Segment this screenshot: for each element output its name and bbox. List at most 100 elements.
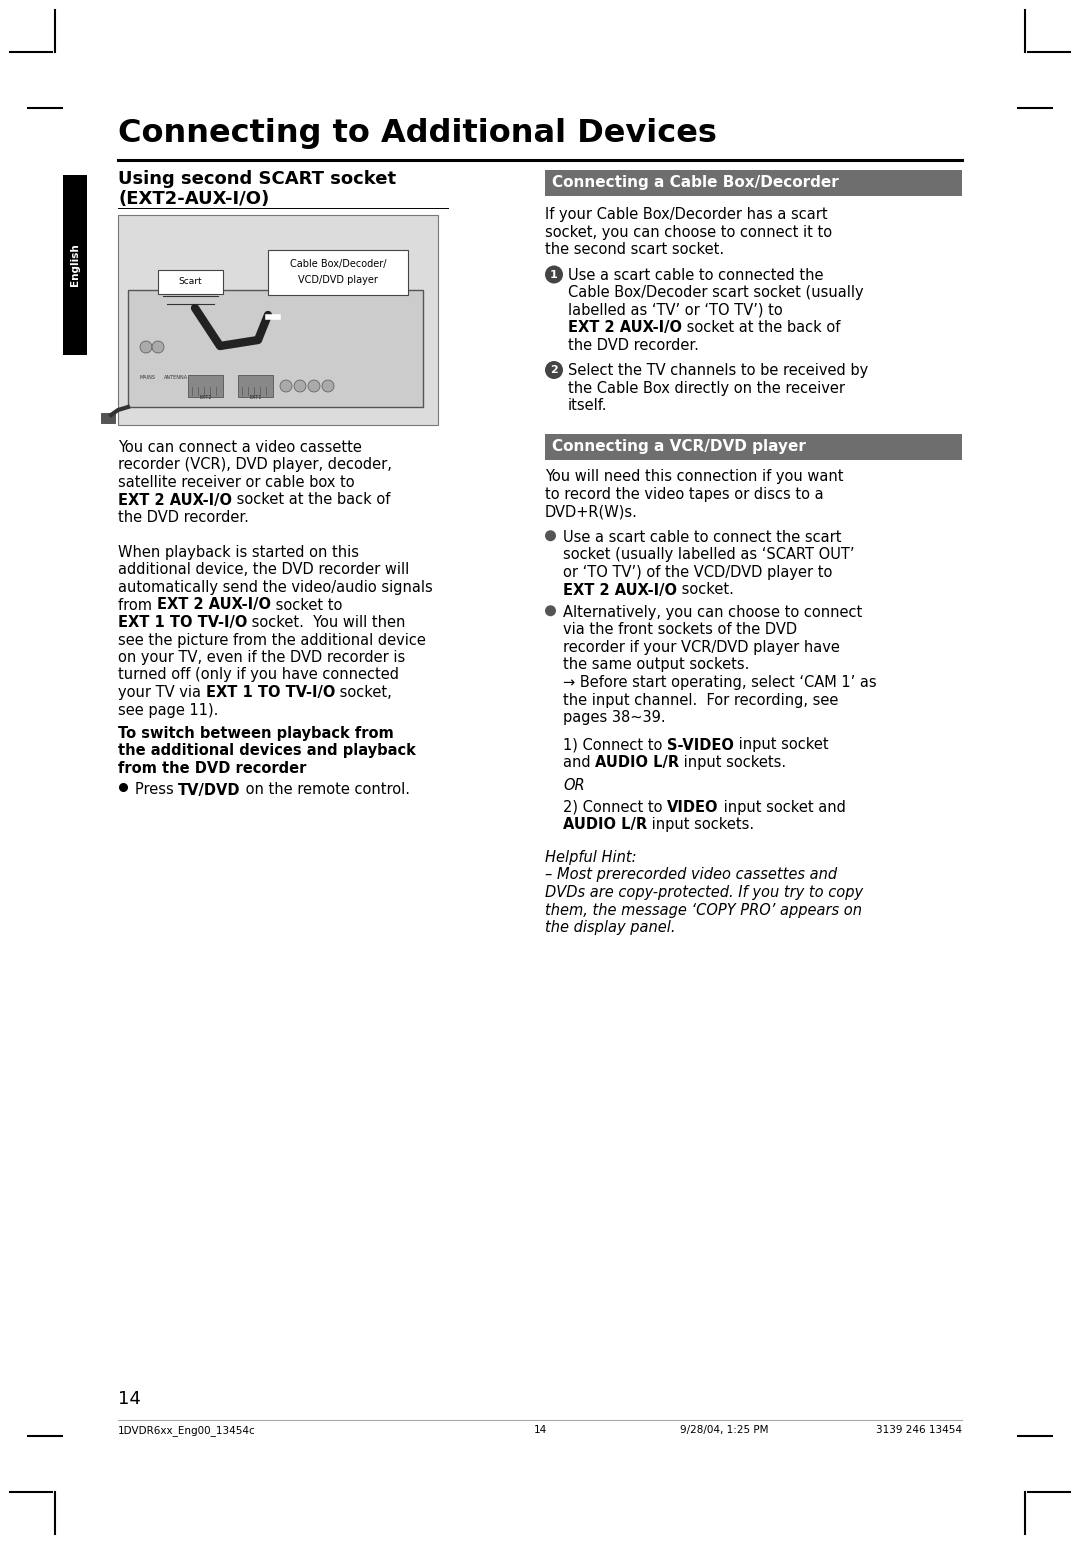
- Text: Using second SCART socket: Using second SCART socket: [118, 170, 396, 188]
- Text: see page 11).: see page 11).: [118, 703, 218, 718]
- Text: MAINS: MAINS: [140, 375, 156, 380]
- Text: – Most prerecorded video cassettes and: – Most prerecorded video cassettes and: [545, 868, 837, 883]
- Text: Scart: Scart: [178, 278, 202, 287]
- Text: EXT 2 AUX-I/O: EXT 2 AUX-I/O: [118, 493, 232, 508]
- Text: input sockets.: input sockets.: [679, 755, 786, 770]
- Bar: [545, 434, 962, 460]
- Text: Connecting to Additional Devices: Connecting to Additional Devices: [118, 117, 717, 150]
- Text: ANTENNA: ANTENNA: [164, 375, 188, 380]
- Circle shape: [545, 605, 556, 616]
- Text: socket.: socket.: [677, 582, 734, 598]
- Text: Cable Box/Decoder/: Cable Box/Decoder/: [289, 259, 387, 269]
- Text: If your Cable Box/Decorder has a scart: If your Cable Box/Decorder has a scart: [545, 207, 827, 222]
- Text: additional device, the DVD recorder will: additional device, the DVD recorder will: [118, 562, 409, 577]
- Text: DVDs are copy-protected. If you try to copy: DVDs are copy-protected. If you try to c…: [545, 885, 863, 900]
- Text: the input channel.  For recording, see: the input channel. For recording, see: [563, 693, 838, 707]
- Text: 1DVDR6xx_Eng00_13454c: 1DVDR6xx_Eng00_13454c: [118, 1425, 256, 1436]
- Text: from: from: [118, 598, 157, 613]
- Text: 1: 1: [550, 270, 558, 279]
- Text: the DVD recorder.: the DVD recorder.: [118, 510, 248, 525]
- Text: on the remote control.: on the remote control.: [241, 783, 410, 798]
- Circle shape: [545, 530, 556, 542]
- Text: socket.  You will then: socket. You will then: [247, 615, 406, 630]
- Text: to record the video tapes or discs to a: to record the video tapes or discs to a: [545, 486, 824, 502]
- Text: 1) Connect to: 1) Connect to: [563, 738, 667, 752]
- Text: Alternatively, you can choose to connect: Alternatively, you can choose to connect: [563, 605, 862, 621]
- Text: the additional devices and playback: the additional devices and playback: [118, 744, 416, 758]
- Text: your TV via: your TV via: [118, 686, 205, 699]
- Text: Helpful Hint:: Helpful Hint:: [545, 851, 636, 865]
- Circle shape: [294, 380, 306, 392]
- Text: on your TV, even if the DVD recorder is: on your TV, even if the DVD recorder is: [118, 650, 405, 665]
- Text: 14: 14: [534, 1425, 546, 1434]
- Bar: [118, 215, 438, 425]
- Text: 2: 2: [550, 364, 558, 375]
- Circle shape: [308, 380, 320, 392]
- Circle shape: [545, 361, 563, 378]
- Text: EXT2: EXT2: [200, 395, 213, 400]
- Text: TV/DVD: TV/DVD: [178, 783, 241, 798]
- Text: the display panel.: the display panel.: [545, 920, 675, 936]
- Bar: [268, 250, 408, 295]
- Circle shape: [545, 266, 563, 284]
- Text: the same output sockets.: the same output sockets.: [563, 658, 750, 673]
- Text: (EXT2-AUX-I/O): (EXT2-AUX-I/O): [118, 190, 269, 208]
- Text: EXT1: EXT1: [249, 395, 262, 400]
- Bar: [129, 290, 423, 408]
- Text: itself.: itself.: [568, 398, 607, 412]
- Text: or ‘TO TV’) of the VCD/DVD player to: or ‘TO TV’) of the VCD/DVD player to: [563, 565, 833, 581]
- Text: OR: OR: [563, 778, 584, 792]
- Text: VIDEO: VIDEO: [667, 800, 718, 815]
- Text: and: and: [563, 755, 595, 770]
- Text: To switch between playback from: To switch between playback from: [118, 726, 394, 741]
- Text: socket,: socket,: [335, 686, 392, 699]
- Text: socket at the back of: socket at the back of: [681, 320, 840, 335]
- Bar: [102, 412, 114, 423]
- Text: English: English: [70, 244, 80, 286]
- Text: 3139 246 13454: 3139 246 13454: [876, 1425, 962, 1434]
- Text: Use a scart cable to connect the scart: Use a scart cable to connect the scart: [563, 530, 841, 545]
- Text: 14: 14: [118, 1390, 140, 1408]
- Text: turned off (only if you have connected: turned off (only if you have connected: [118, 667, 399, 682]
- Text: Use a scart cable to connected the: Use a scart cable to connected the: [568, 267, 824, 283]
- Text: input sockets.: input sockets.: [647, 817, 754, 832]
- Text: EXT 1 TO TV-I/O: EXT 1 TO TV-I/O: [205, 686, 335, 699]
- Text: socket, you can choose to connect it to: socket, you can choose to connect it to: [545, 224, 832, 239]
- Text: You will need this connection if you want: You will need this connection if you wan…: [545, 469, 843, 485]
- Text: EXT 2 AUX-I/O: EXT 2 AUX-I/O: [563, 582, 677, 598]
- Text: recorder if your VCR/DVD player have: recorder if your VCR/DVD player have: [563, 641, 840, 655]
- Text: recorder (VCR), DVD player, decoder,: recorder (VCR), DVD player, decoder,: [118, 457, 392, 472]
- Text: Select the TV channels to be received by: Select the TV channels to be received by: [568, 363, 868, 378]
- Text: DVD+R(W)s.: DVD+R(W)s.: [545, 505, 638, 519]
- Text: EXT 2 AUX-I/O: EXT 2 AUX-I/O: [568, 320, 681, 335]
- Circle shape: [140, 341, 152, 354]
- Text: input socket: input socket: [734, 738, 828, 752]
- Text: input socket and: input socket and: [718, 800, 846, 815]
- Text: them, the message ‘COPY PRO’ appears on: them, the message ‘COPY PRO’ appears on: [545, 903, 862, 917]
- Text: Press: Press: [135, 783, 178, 798]
- Circle shape: [152, 341, 164, 354]
- Text: You can connect a video cassette: You can connect a video cassette: [118, 440, 362, 455]
- Text: When playback is started on this: When playback is started on this: [118, 545, 359, 560]
- Text: VCD/DVD player: VCD/DVD player: [298, 275, 378, 286]
- Bar: [158, 270, 222, 293]
- Bar: [238, 375, 273, 397]
- Bar: [188, 375, 222, 397]
- Text: AUDIO L/R: AUDIO L/R: [595, 755, 679, 770]
- Text: satellite receiver or cable box to: satellite receiver or cable box to: [118, 476, 354, 489]
- Text: the DVD recorder.: the DVD recorder.: [568, 338, 699, 352]
- Text: labelled as ‘TV’ or ‘TO TV’) to: labelled as ‘TV’ or ‘TO TV’) to: [568, 303, 783, 318]
- Circle shape: [280, 380, 292, 392]
- Text: 9/28/04, 1:25 PM: 9/28/04, 1:25 PM: [680, 1425, 769, 1434]
- Text: EXT 2 AUX-I/O: EXT 2 AUX-I/O: [157, 598, 271, 613]
- Text: → Before start operating, select ‘CAM 1’ as: → Before start operating, select ‘CAM 1’…: [563, 675, 877, 690]
- Text: S-VIDEO: S-VIDEO: [667, 738, 734, 752]
- Text: from the DVD recorder: from the DVD recorder: [118, 761, 307, 777]
- Text: Connecting a Cable Box/Decorder: Connecting a Cable Box/Decorder: [552, 176, 839, 190]
- Text: AUDIO L/R: AUDIO L/R: [563, 817, 647, 832]
- Text: EXT 1 TO TV-I/O: EXT 1 TO TV-I/O: [118, 615, 247, 630]
- Text: socket (usually labelled as ‘SCART OUT’: socket (usually labelled as ‘SCART OUT’: [563, 548, 854, 562]
- Text: pages 38~39.: pages 38~39.: [563, 710, 665, 726]
- Text: via the front sockets of the DVD: via the front sockets of the DVD: [563, 622, 797, 638]
- Text: see the picture from the additional device: see the picture from the additional devi…: [118, 633, 426, 647]
